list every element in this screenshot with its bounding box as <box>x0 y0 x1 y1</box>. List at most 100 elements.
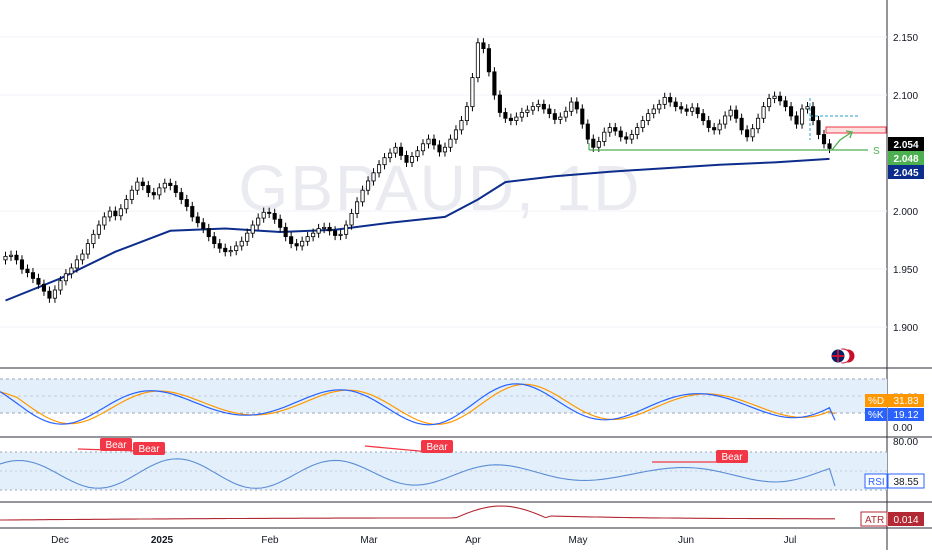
candle[interactable] <box>591 134 596 152</box>
candle[interactable] <box>723 111 728 129</box>
candle[interactable] <box>442 142 448 157</box>
candle[interactable] <box>569 97 574 116</box>
candle[interactable] <box>294 238 299 251</box>
candle[interactable] <box>585 119 590 144</box>
candle[interactable] <box>431 134 437 150</box>
candle[interactable] <box>8 250 14 262</box>
candle[interactable] <box>734 105 739 123</box>
date-axis[interactable]: Dec 2025 Feb Mar Apr May Jun Jul <box>51 535 796 546</box>
candle[interactable] <box>239 236 244 251</box>
candle[interactable] <box>349 208 354 230</box>
candle[interactable] <box>289 232 294 249</box>
candle[interactable] <box>799 104 805 129</box>
candle[interactable] <box>69 263 74 279</box>
candle[interactable] <box>607 122 612 137</box>
candle[interactable] <box>547 104 552 119</box>
candle[interactable] <box>541 99 546 114</box>
candle[interactable] <box>420 139 426 156</box>
candle[interactable] <box>190 201 195 222</box>
candle[interactable] <box>706 115 711 133</box>
candle[interactable] <box>552 108 557 125</box>
stoch-d-line[interactable] <box>0 383 836 425</box>
candle[interactable] <box>228 245 233 257</box>
candle[interactable] <box>404 150 409 168</box>
candle[interactable] <box>536 99 541 112</box>
candle[interactable] <box>360 185 365 207</box>
candle[interactable] <box>717 119 722 135</box>
candle[interactable] <box>794 111 799 129</box>
candle[interactable] <box>223 243 228 257</box>
candle[interactable] <box>3 251 8 265</box>
candle[interactable] <box>173 180 178 198</box>
candle[interactable] <box>745 125 750 142</box>
candle[interactable] <box>41 279 46 296</box>
candle[interactable] <box>19 255 25 274</box>
candle[interactable] <box>508 113 513 126</box>
candle[interactable] <box>409 151 415 168</box>
candle[interactable] <box>168 178 173 191</box>
candle[interactable] <box>58 276 63 295</box>
candle[interactable] <box>36 273 41 289</box>
candle[interactable] <box>140 177 145 191</box>
currency-flags-icon[interactable] <box>830 348 856 364</box>
candle[interactable] <box>827 139 832 154</box>
candle[interactable] <box>789 102 794 121</box>
candle[interactable] <box>74 255 79 273</box>
candle[interactable] <box>272 208 277 224</box>
candle[interactable] <box>316 223 321 238</box>
candle[interactable] <box>470 72 475 112</box>
candle[interactable] <box>750 124 755 142</box>
candle[interactable] <box>124 194 129 214</box>
candle[interactable] <box>129 185 134 205</box>
candle[interactable] <box>514 112 519 126</box>
candle[interactable] <box>234 241 239 256</box>
candle[interactable] <box>459 115 464 135</box>
candle[interactable] <box>662 92 667 109</box>
candle[interactable] <box>624 132 629 144</box>
candle[interactable] <box>102 212 107 230</box>
candle[interactable] <box>563 106 568 122</box>
candle[interactable] <box>14 250 19 265</box>
candle[interactable] <box>382 153 387 170</box>
moving-average-line[interactable] <box>5 157 830 302</box>
candle[interactable] <box>305 232 310 246</box>
candle[interactable] <box>756 113 761 134</box>
candle[interactable] <box>256 213 261 230</box>
candle[interactable] <box>767 93 772 112</box>
candle[interactable] <box>30 267 36 284</box>
candle[interactable] <box>113 206 118 221</box>
candle[interactable] <box>673 97 678 112</box>
candle[interactable] <box>640 115 645 133</box>
candle[interactable] <box>739 113 744 135</box>
candle[interactable] <box>91 229 96 249</box>
candle[interactable] <box>245 228 250 246</box>
candle[interactable] <box>701 108 706 126</box>
candle[interactable] <box>387 148 393 163</box>
candle[interactable] <box>679 102 684 114</box>
candle[interactable] <box>772 91 777 104</box>
candle[interactable] <box>464 102 469 126</box>
candle[interactable] <box>376 160 382 178</box>
stoch-k-line[interactable] <box>0 383 836 426</box>
candle[interactable] <box>184 194 189 212</box>
candle[interactable] <box>179 187 184 205</box>
candle[interactable] <box>355 197 360 219</box>
bear-tag[interactable]: Bear <box>716 450 748 463</box>
candle[interactable] <box>503 107 508 123</box>
candle[interactable] <box>712 122 717 135</box>
candle[interactable] <box>574 97 579 114</box>
candle[interactable] <box>47 286 52 303</box>
candle[interactable] <box>519 107 524 122</box>
candle[interactable] <box>668 92 673 107</box>
candle[interactable] <box>118 204 123 221</box>
candle[interactable] <box>453 125 459 144</box>
candle[interactable] <box>366 176 371 195</box>
candle[interactable] <box>25 264 30 278</box>
candle[interactable] <box>338 229 343 241</box>
bear-tag[interactable]: Bear <box>421 440 453 453</box>
candle[interactable] <box>657 99 662 114</box>
candle[interactable] <box>80 249 85 265</box>
candle[interactable] <box>267 207 272 219</box>
candle[interactable] <box>393 142 398 158</box>
candle[interactable] <box>558 112 563 125</box>
